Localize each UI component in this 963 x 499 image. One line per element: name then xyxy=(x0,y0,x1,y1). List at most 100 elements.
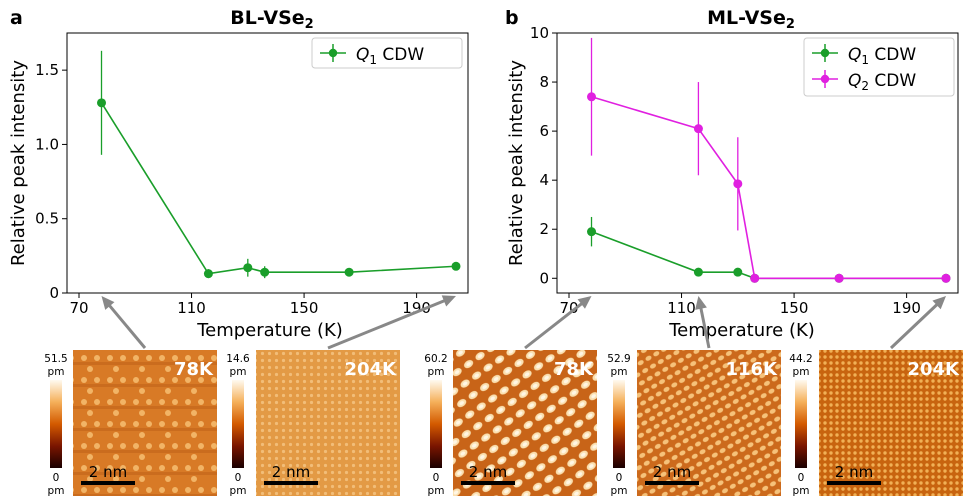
colorbar-max-label: 14.6 xyxy=(226,353,250,365)
y-tick-label: 0.5 xyxy=(35,210,59,228)
colorbar-min-label: 0 xyxy=(616,472,623,484)
legend-label-suffix: CDW xyxy=(869,71,916,91)
y-tick-label: 0 xyxy=(49,284,59,302)
legend-label-sub: 1 xyxy=(369,53,377,67)
plot-frame xyxy=(66,32,469,294)
pointer-arrow xyxy=(889,297,945,350)
x-tick-label: 190 xyxy=(892,299,921,317)
colorbar-min-label: 0 xyxy=(798,472,805,484)
pointer-arrow-head xyxy=(695,296,707,310)
temperature-label: 116K xyxy=(725,359,778,380)
legend-label-prefix: Q xyxy=(356,45,369,65)
colorbar-max-label: 52.9 xyxy=(607,353,630,365)
legend-frame xyxy=(803,37,955,97)
scale-bar-label: 2 nm xyxy=(835,463,873,481)
y-tick-label: 0 xyxy=(539,269,549,287)
colorbar-unit-label: pm xyxy=(48,366,65,378)
data-point xyxy=(451,261,461,271)
legend-label-sub: 1 xyxy=(861,53,869,67)
x-tick-label: 70 xyxy=(559,299,578,317)
y-tick-label: 1.0 xyxy=(35,135,59,153)
x-tick-label: 190 xyxy=(402,299,431,317)
stm-topograph xyxy=(73,350,217,496)
y-tick-label: 2 xyxy=(539,220,549,238)
y-axis-label-text: Relative peak intensity xyxy=(506,60,527,266)
y-tick-label: 8 xyxy=(539,73,549,91)
colorbar xyxy=(430,380,442,468)
y-axis-label: Relative peak intensity xyxy=(8,60,29,266)
data-point xyxy=(243,263,253,273)
x-tick-label: 110 xyxy=(667,299,696,317)
legend-label-suffix: CDW xyxy=(377,45,424,65)
data-point xyxy=(941,273,951,283)
stm-topograph xyxy=(819,350,963,496)
x-tick-label: 150 xyxy=(290,299,319,317)
x-tick-label: 150 xyxy=(780,299,809,317)
colorbar-unit-label: pm xyxy=(793,366,810,378)
scale-bar-label: 2 nm xyxy=(272,463,310,481)
stm-topograph xyxy=(453,350,597,496)
legend-marker xyxy=(328,48,338,58)
colorbar-unit-label: pm xyxy=(611,366,628,378)
colorbar-unit-label: pm xyxy=(611,485,628,497)
plot-frame xyxy=(556,32,959,294)
pointer-arrow xyxy=(524,297,590,350)
title-sub: 2 xyxy=(305,17,314,32)
pointer-arrow xyxy=(327,296,453,350)
series-line xyxy=(100,102,457,275)
x-tick-label: 110 xyxy=(177,299,206,317)
scale-bar-label: 2 nm xyxy=(89,463,127,481)
title-sub: 2 xyxy=(786,17,795,32)
y-tick-label: 10 xyxy=(530,24,549,42)
panel-title: BL-VSe2 xyxy=(230,7,313,32)
y-tick-label: 6 xyxy=(539,122,549,140)
pointer-arrow-head xyxy=(577,296,592,309)
panel-title: ML-VSe2 xyxy=(707,7,795,32)
data-point xyxy=(344,267,354,277)
y-tick-label: 4 xyxy=(539,171,549,189)
data-point xyxy=(693,267,703,277)
x-axis-label: Temperature (K) xyxy=(668,320,815,341)
legend-label-suffix: CDW xyxy=(869,45,916,65)
plot-area: 70 110 150 190 0 0.5 1.0 1.5 xyxy=(35,50,461,317)
pointer-arrow-head xyxy=(932,296,946,310)
colorbar-unit-label: pm xyxy=(48,485,65,497)
data-point xyxy=(587,92,597,102)
temperature-label: 78K xyxy=(554,359,594,380)
colorbar-max-label: 51.5 xyxy=(44,353,67,365)
pointer-arrow-head xyxy=(101,296,115,310)
data-point xyxy=(587,227,597,237)
title-main: ML-VSe xyxy=(707,7,786,29)
y-tick-label: 1.5 xyxy=(35,61,59,79)
temperature-label: 78K xyxy=(174,359,214,380)
legend-marker xyxy=(820,74,830,84)
legend-label: Q1 CDW xyxy=(356,45,424,67)
y-axis-label: Relative peak intensity xyxy=(506,60,527,266)
stm-topograph xyxy=(637,350,781,496)
data-point xyxy=(733,179,743,189)
pointer-arrow-head xyxy=(441,295,456,307)
legend-label-prefix: Q xyxy=(848,45,861,65)
data-point xyxy=(733,267,743,277)
legend: Q1 CDW Q2 CDW xyxy=(803,37,955,97)
colorbar-min-label: 0 xyxy=(53,472,60,484)
colorbar-unit-label: pm xyxy=(428,366,445,378)
colorbar-max-label: 44.2 xyxy=(789,353,812,365)
colorbar-max-label: 60.2 xyxy=(424,353,447,365)
pointer-arrow xyxy=(102,298,147,349)
series-line xyxy=(591,96,946,280)
scale-bar-label: 2 nm xyxy=(653,463,691,481)
legend-label: Q2 CDW xyxy=(848,71,916,93)
colorbar xyxy=(613,380,625,468)
data-point xyxy=(750,273,760,283)
data-point xyxy=(260,267,270,277)
legend-label-sub: 2 xyxy=(861,79,869,93)
temperature-label: 204K xyxy=(907,359,960,380)
x-axis-label: Temperature (K) xyxy=(196,320,343,341)
